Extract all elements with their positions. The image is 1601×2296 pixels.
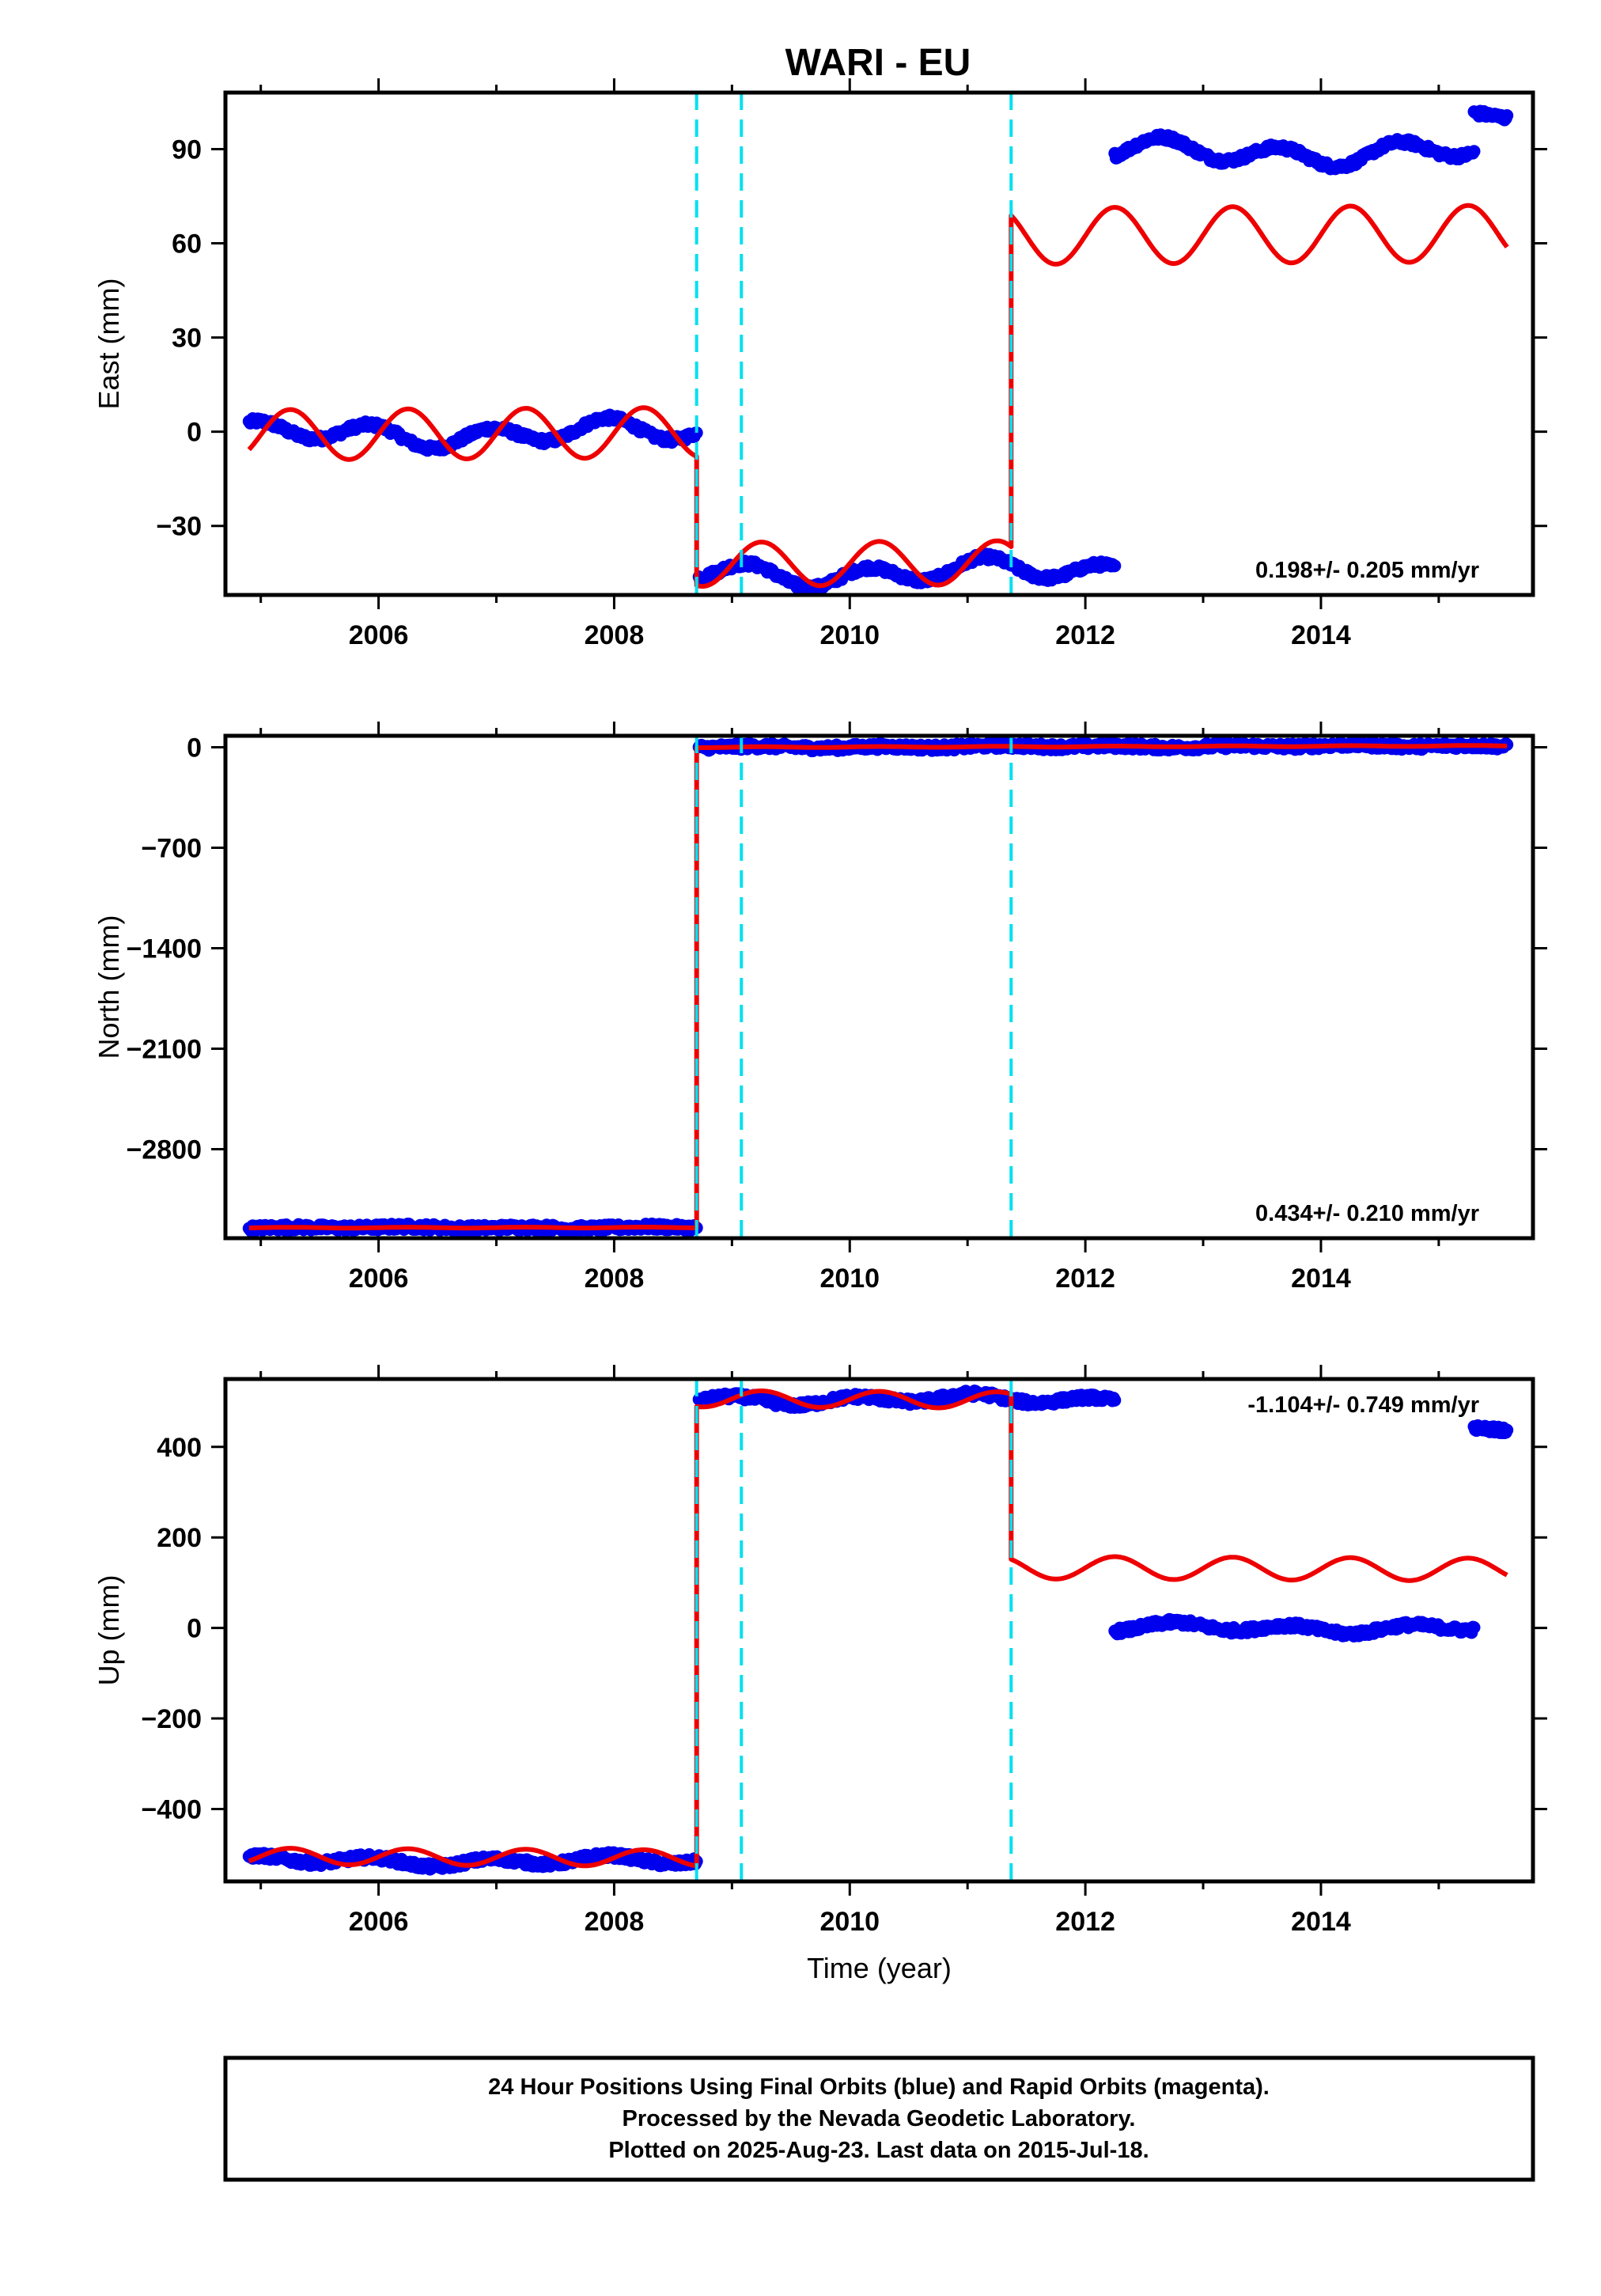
observations-up [242, 1385, 1514, 1876]
axes-frame-up [223, 1377, 1535, 1884]
rate-annotation: -1.104+/- 0.749 mm/yr [1247, 1392, 1479, 1418]
plot-area-up [242, 1379, 1514, 1881]
observation-point [1108, 559, 1122, 573]
y-tick-label: −30 [156, 512, 202, 542]
observation-point [1467, 145, 1481, 158]
y-tick-label: 30 [172, 324, 202, 354]
model-curve-up [248, 1389, 1508, 1869]
panel-up: 2006 2008 2010 2012 2014 −400 −200 0 200 400 Up (m… [93, 1365, 1547, 1984]
observation-point [1501, 109, 1514, 122]
footer-line-3: Plotted on 2025-Aug-23. Last data on 201… [608, 2138, 1149, 2163]
rate-annotation: 0.434+/- 0.210 mm/yr [1255, 1201, 1479, 1226]
y-tick-label: −2100 [127, 1035, 202, 1065]
x-tick-label: 2006 [349, 620, 409, 650]
observation-point [1108, 1393, 1122, 1407]
y-tick-label: −1400 [127, 934, 202, 964]
axes-frame-north [223, 733, 1535, 1241]
y-tick-label: −700 [141, 834, 202, 864]
footer-line-1: 24 Hour Positions Using Final Orbits (bl… [488, 2074, 1270, 2100]
plot-area-north [242, 736, 1514, 1238]
panel-north: 2006 2008 2010 2012 2014 −2800 −2100 −1400 −700 0… [93, 722, 1547, 1294]
y-axis-label: East (mm) [93, 278, 125, 410]
y-tick-label: −200 [141, 1704, 202, 1734]
y-tick-label: 0 [187, 1614, 202, 1644]
x-tick-label: 2010 [819, 1907, 880, 1937]
panels: 2006 2008 2010 2012 2014 −30 0 30 60 90 East (mm) 0… [93, 78, 1547, 1984]
x-tick-label: 2014 [1291, 1907, 1351, 1937]
x-tick-label: 2008 [585, 1264, 645, 1294]
observations-east [242, 104, 1514, 595]
model-curve-north [248, 743, 1508, 1231]
panel-east: 2006 2008 2010 2012 2014 −30 0 30 60 90 East (mm) 0… [93, 78, 1547, 650]
y-axis-label: North (mm) [93, 915, 125, 1059]
observations-north [242, 736, 1514, 1238]
y-tick-label: 0 [187, 418, 202, 448]
observation-point [1501, 1423, 1514, 1437]
model-curve-east [247, 203, 1509, 589]
y-tick-label: −2800 [127, 1135, 202, 1165]
x-tick-label: 2006 [349, 1907, 409, 1937]
x-tick-label: 2010 [819, 1264, 880, 1294]
plot-area-east [242, 93, 1514, 595]
y-tick-label: 60 [172, 229, 202, 260]
x-tick-label: 2008 [585, 1907, 645, 1937]
rate-annotation: 0.198+/- 0.205 mm/yr [1255, 558, 1479, 583]
x-tick-label: 2014 [1291, 1264, 1351, 1294]
x-tick-label: 2006 [349, 1264, 409, 1294]
x-tick-label: 2012 [1055, 620, 1115, 650]
y-tick-label: −400 [141, 1794, 202, 1824]
x-tick-label: 2008 [585, 620, 645, 650]
footer-box: 24 Hour Positions Using Final Orbits (bl… [223, 2055, 1535, 2182]
y-tick-label: 200 [157, 1523, 202, 1553]
x-axis-label: Time (year) [807, 1952, 952, 1984]
footer-frame [223, 2055, 1535, 2182]
x-tick-label: 2010 [819, 620, 880, 650]
footer-line-2: Processed by the Nevada Geodetic Laborat… [623, 2106, 1136, 2131]
chart-title: WARI - EU [785, 42, 971, 84]
y-tick-label: 0 [187, 733, 202, 763]
y-tick-label: 90 [172, 135, 202, 165]
y-tick-label: 400 [157, 1433, 202, 1463]
observation-point [1467, 1621, 1481, 1634]
x-tick-label: 2012 [1055, 1907, 1115, 1937]
x-tick-label: 2014 [1291, 620, 1351, 650]
y-axis-label: Up (mm) [93, 1575, 125, 1686]
axes-frame-east [223, 90, 1535, 597]
x-tick-label: 2012 [1055, 1264, 1115, 1294]
